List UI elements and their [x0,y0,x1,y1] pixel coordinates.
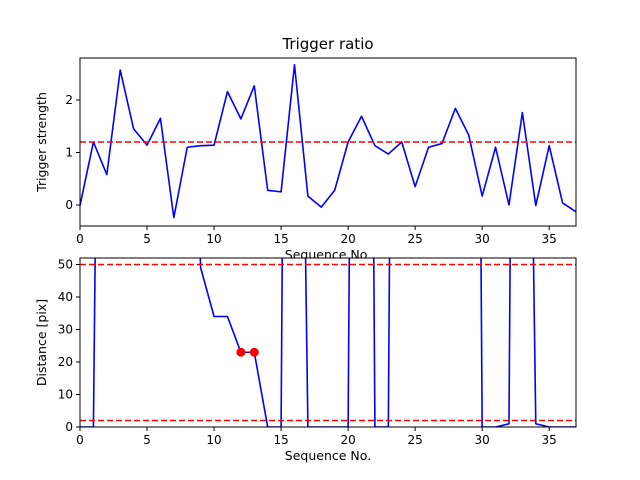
x-axis-label: Sequence No. [285,448,371,463]
x-tick-label: 5 [143,232,151,246]
series-line [80,64,576,219]
axes-frame [79,57,577,227]
data-marker [236,347,246,357]
series-line [80,258,576,427]
x-tick-label: 30 [475,433,490,447]
y-tick-label: 40 [58,290,73,304]
bottom-chart: 0 5 10 15 20 25 30 35 0 10 20 30 40 50 Sequence No. Dis… [34,257,577,463]
y-tick-label: 50 [58,258,73,272]
x-tick-label: 5 [143,433,151,447]
axes-frame [79,257,577,428]
y-tick-label: 0 [65,198,73,212]
x-tick-label: 20 [340,433,355,447]
x-tick-label: 25 [407,232,422,246]
plot-area [80,258,576,427]
x-tick-label: 10 [206,433,221,447]
y-axis-label: Distance [pix] [34,299,49,386]
x-tick-label: 15 [273,433,288,447]
y-tick-label: 30 [58,323,73,337]
x-tick-label: 20 [340,232,355,246]
x-tick-label: 35 [542,433,557,447]
y-tick-label: 10 [58,388,73,402]
x-tick-label: 25 [407,433,422,447]
x-tick-label: 35 [542,232,557,246]
data-marker [249,347,259,357]
x-tick-label: 0 [76,232,84,246]
x-tick-label: 30 [475,232,490,246]
y-tick-label: 20 [58,355,73,369]
x-tick-label: 10 [206,232,221,246]
x-tick-label: 0 [76,433,84,447]
y-tick-label: 2 [65,93,73,107]
y-axis-label: Trigger strength [34,92,49,193]
chart-title: Trigger ratio [281,35,373,53]
y-tick-label: 1 [65,146,73,160]
y-tick-label: 0 [65,420,73,434]
x-tick-label: 15 [273,232,288,246]
